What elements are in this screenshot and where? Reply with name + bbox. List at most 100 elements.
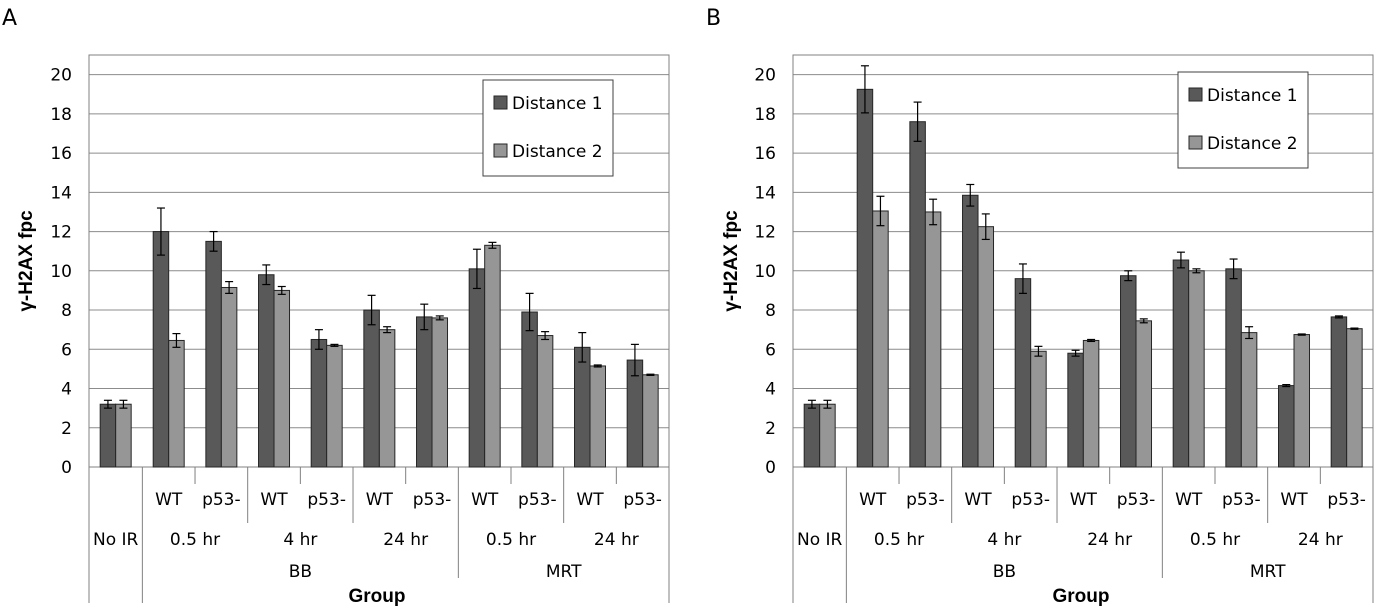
category-label: p53- (307, 490, 346, 510)
bar (1225, 268, 1242, 468)
bar (378, 329, 396, 468)
bar (872, 210, 889, 468)
y-tick-label: 8 (765, 301, 776, 321)
panel-a: A 0 2 4 6 8 10 12 14 16 18 20 γ-H2AX fpc WT p53- WT p53-… (2, 6, 670, 607)
bar (1014, 278, 1032, 468)
group-label: MRT (546, 562, 582, 582)
bar (273, 289, 291, 468)
category-label: p53- (1117, 490, 1156, 510)
bar (115, 403, 132, 468)
group-label: BB (289, 562, 312, 582)
bar (168, 339, 185, 468)
bar (574, 346, 591, 468)
bar (589, 365, 607, 468)
category-label: No IR (797, 530, 843, 550)
bar (99, 403, 117, 468)
y-tick-label: 6 (61, 340, 72, 360)
bar (1172, 259, 1190, 468)
bar (924, 211, 942, 468)
legend-swatch (493, 95, 508, 110)
y-tick-label: 10 (50, 262, 72, 282)
y-tick-label: 10 (754, 262, 776, 282)
y-tick-label: 20 (754, 66, 776, 86)
group-label: BB (993, 562, 1016, 582)
bar (220, 286, 238, 468)
group-label: 24 hr (383, 530, 428, 550)
category-label: WT (964, 490, 992, 510)
category-label: WT (155, 490, 183, 510)
bar (258, 274, 275, 468)
category-label: WT (366, 490, 394, 510)
y-axis-label: γ-H2AX fpc (721, 210, 742, 312)
panel-letter: B (706, 6, 721, 31)
category-label: p53- (518, 490, 557, 510)
y-tick-label: 4 (61, 380, 72, 400)
bar (1278, 385, 1295, 468)
bar (1330, 316, 1348, 468)
y-tick-label: 0 (61, 458, 72, 478)
group-label: 24 hr (1298, 530, 1343, 550)
bar (431, 317, 449, 468)
bar (856, 88, 874, 468)
bar (536, 335, 554, 468)
bar (1030, 350, 1047, 468)
y-axis-label: γ-H2AX fpc (16, 210, 37, 312)
category-label: WT (576, 490, 604, 510)
panel-letter: A (2, 6, 17, 31)
y-tick-label: 18 (754, 105, 776, 125)
bar (1067, 352, 1084, 468)
bar (468, 268, 486, 468)
category-label: p53- (906, 490, 945, 510)
bar (310, 338, 328, 468)
bar (1120, 275, 1137, 468)
legend-swatch (1188, 135, 1203, 150)
bar (642, 374, 659, 468)
y-tick-label: 12 (50, 223, 72, 243)
bar (1082, 339, 1100, 468)
y-tick-label: 6 (765, 340, 776, 360)
bar (909, 121, 926, 468)
group-label: 0.5 hr (874, 530, 924, 550)
legend-swatch (493, 143, 508, 158)
bar (803, 403, 821, 468)
y-tick-label: 16 (50, 144, 72, 164)
legend-label: Distance 1 (512, 94, 603, 114)
y-tick-label: 14 (50, 183, 72, 203)
y-tick-label: 16 (754, 144, 776, 164)
bar (152, 231, 170, 468)
legend-label: Distance 1 (1207, 86, 1298, 106)
legend-label: Distance 2 (512, 142, 603, 162)
bar (416, 316, 433, 468)
bar (819, 403, 836, 468)
y-tick-label: 14 (754, 183, 776, 203)
y-tick-label: 0 (765, 458, 776, 478)
bar (484, 244, 501, 468)
y-tick-label: 4 (765, 380, 776, 400)
group-label: 0.5 hr (1190, 530, 1240, 550)
category-label: WT (1070, 490, 1098, 510)
bar (1346, 328, 1363, 468)
category-label: WT (1280, 490, 1308, 510)
category-label: p53- (623, 490, 662, 510)
x-axis-label: Group (349, 586, 406, 607)
group-label: 24 hr (594, 530, 639, 550)
legend-label: Distance 2 (1207, 134, 1298, 154)
category-label: WT (1175, 490, 1203, 510)
category-label: WT (471, 490, 499, 510)
group-label: 0.5 hr (170, 530, 220, 550)
legend-swatch (1188, 87, 1203, 102)
y-tick-label: 8 (61, 301, 72, 321)
group-label: 4 hr (987, 530, 1021, 550)
bar (326, 344, 343, 468)
y-tick-label: 2 (61, 419, 72, 439)
group-label: MRT (1250, 562, 1286, 582)
y-tick-label: 18 (50, 105, 72, 125)
bar (521, 311, 538, 468)
category-label: p53- (1327, 490, 1366, 510)
y-tick-label: 2 (765, 419, 776, 439)
bar (962, 194, 979, 468)
category-label: p53- (413, 490, 452, 510)
bar (1135, 320, 1153, 468)
group-label: 24 hr (1087, 530, 1132, 550)
